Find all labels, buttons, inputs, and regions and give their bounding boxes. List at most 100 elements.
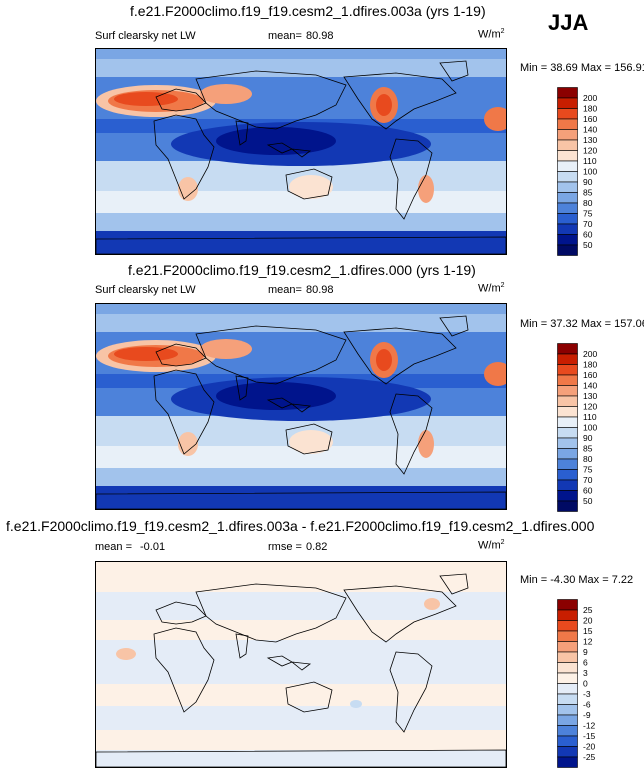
colorbar-tick-label: -20 — [583, 742, 596, 752]
panel2-units: W/m2 — [478, 282, 505, 295]
coastline — [343, 585, 457, 643]
coastline — [266, 142, 312, 158]
panel2-mean-value: 80.98 — [306, 284, 334, 296]
colorbar-tick-label: 140 — [583, 125, 597, 135]
colorbar-swatch — [557, 630, 578, 642]
coastline — [389, 393, 433, 475]
colorbar-tick-label: 50 — [583, 496, 593, 506]
panel1-mean-value: 80.98 — [306, 30, 334, 42]
coastline — [195, 583, 347, 643]
panel3-units: W/m2 — [478, 539, 505, 552]
colorbar-tick-label: 70 — [583, 475, 593, 485]
colorbar-swatch — [557, 416, 578, 428]
colorbar-swatch — [557, 244, 578, 256]
colorbar-tick-label: 70 — [583, 219, 593, 229]
coastline — [195, 325, 347, 385]
panel3-map-svg — [96, 562, 506, 767]
colorbar-tick-label: -15 — [583, 731, 596, 741]
coastline — [439, 60, 469, 82]
colorbar-swatch — [557, 150, 578, 162]
panel2-title: f.e21.F2000climo.f19_f19.cesm2_1.dfires.… — [128, 262, 476, 278]
colorbar-swatch — [557, 662, 578, 674]
panel1-units: W/m2 — [478, 28, 505, 41]
colorbar-tick-label: 160 — [583, 114, 597, 124]
colorbar-swatch — [557, 620, 578, 632]
colorbar-swatch — [557, 469, 578, 481]
colorbar-swatch — [557, 448, 578, 460]
colorbar-swatch — [557, 672, 578, 684]
colorbar-tick-label: -3 — [583, 689, 591, 699]
colorbar-tick-label: -12 — [583, 721, 596, 731]
panel3-mean-value: -0.01 — [140, 541, 166, 553]
panel3-title: f.e21.F2000climo.f19_f19.cesm2_1.dfires.… — [6, 518, 595, 534]
colorbar-tick-label: 110 — [583, 156, 597, 166]
colorbar-tick-label: 90 — [583, 177, 593, 187]
colorbar-swatch — [557, 374, 578, 386]
colorbar-swatch — [557, 500, 578, 512]
colorbar-swatch — [557, 437, 578, 449]
coastline — [285, 681, 333, 713]
panel1-variable-label: Surf clearsky net LW — [95, 30, 196, 42]
coastline — [155, 601, 207, 625]
colorbar-swatch — [557, 171, 578, 183]
coastline — [155, 88, 207, 112]
coastline — [153, 627, 215, 713]
coastline — [439, 315, 469, 337]
coastline — [96, 236, 506, 254]
colorbar-tick-label: 6 — [583, 658, 588, 668]
colorbar-tick-label: 15 — [583, 626, 593, 636]
colorbar-tick-label: -6 — [583, 700, 591, 710]
colorbar-tick-label: 80 — [583, 454, 593, 464]
colorbar-swatch — [557, 641, 578, 653]
panel3-rmse-value: 0.82 — [306, 541, 328, 553]
panel2-minmax: Min = 37.32 Max = 157.06 — [520, 318, 644, 330]
panel1-minmax: Min = 38.69 Max = 156.91 — [520, 62, 644, 74]
panel3-colorbar: 25 20 15 12 9 6 3 0 -3 -6 -9 -12 -15 -20 -25 — [557, 599, 617, 774]
panel3-rmse-label: rmse = — [268, 541, 302, 553]
coastline — [266, 397, 312, 413]
colorbar-swatch — [557, 139, 578, 151]
colorbar-swatch — [557, 202, 578, 214]
colorbar-swatch — [557, 160, 578, 172]
colorbar-tick-label: 85 — [583, 444, 593, 454]
coastline — [96, 749, 506, 767]
colorbar-tick-label: 60 — [583, 230, 593, 240]
coastline — [235, 375, 249, 401]
colorbar-swatch — [557, 704, 578, 716]
coastline — [343, 327, 457, 385]
colorbar-tick-label: 180 — [583, 360, 597, 370]
colorbar-swatch — [557, 129, 578, 141]
panel1-map — [95, 48, 507, 255]
colorbar-swatch — [557, 609, 578, 621]
colorbar-tick-label: 85 — [583, 188, 593, 198]
colorbar-tick-label: 200 — [583, 349, 597, 359]
colorbar-tick-label: 3 — [583, 668, 588, 678]
coastline — [285, 168, 333, 200]
coastline — [235, 120, 249, 146]
colorbar-tick-label: 75 — [583, 209, 593, 219]
colorbar-swatch — [557, 353, 578, 365]
colorbar-swatch — [557, 725, 578, 737]
colorbar-swatch — [557, 406, 578, 418]
colorbar-swatch — [557, 213, 578, 225]
coastline — [439, 573, 469, 595]
colorbar-tick-label: 75 — [583, 465, 593, 475]
coastline — [153, 369, 215, 455]
colorbar-tick-label: 12 — [583, 637, 593, 647]
colorbar-swatch — [557, 108, 578, 120]
colorbar-tick-label: 200 — [583, 93, 597, 103]
colorbar-tick-label: 110 — [583, 412, 597, 422]
coastline — [153, 114, 215, 200]
panel1-mean-label: mean= — [268, 30, 302, 42]
coastline — [285, 423, 333, 455]
colorbar-tick-label: 25 — [583, 605, 593, 615]
colorbar-tick-label: 120 — [583, 146, 597, 156]
colorbar-tick-label: 90 — [583, 433, 593, 443]
coastline — [343, 72, 457, 130]
panel3-mean-label: mean = — [95, 541, 132, 553]
colorbar-swatch — [557, 479, 578, 491]
panel2-variable-label: Surf clearsky net LW — [95, 284, 196, 296]
colorbar-swatch — [557, 651, 578, 663]
colorbar-tick-label: 130 — [583, 391, 597, 401]
